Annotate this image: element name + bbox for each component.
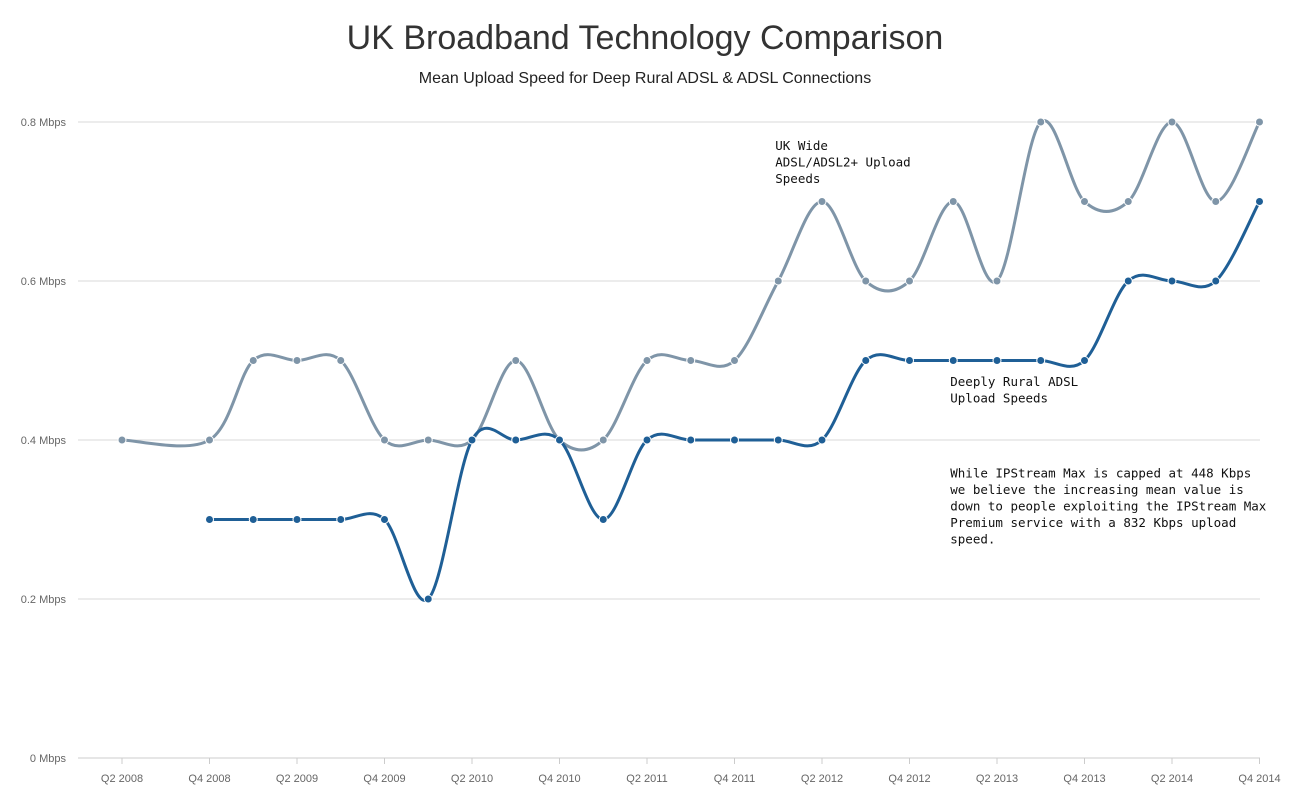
annotation-line: UK Wide — [775, 138, 828, 153]
y-tick-label: 0.6 Mbps — [21, 276, 67, 288]
data-point — [1255, 197, 1264, 206]
annotation-line: Deeply Rural ADSL — [950, 374, 1078, 389]
y-tick-label: 0.8 Mbps — [21, 117, 67, 129]
chart-title: UK Broadband Technology Comparison — [347, 19, 944, 57]
data-point — [598, 435, 608, 445]
data-point — [467, 435, 477, 445]
data-point — [948, 197, 958, 206]
data-point — [1036, 356, 1046, 365]
annotation-line: While IPStream Max is capped at 448 Kbps — [950, 465, 1251, 480]
data-point — [1080, 356, 1089, 365]
data-point — [1080, 197, 1089, 206]
series-line — [208, 200, 1261, 602]
data-point — [642, 435, 652, 445]
data-point — [773, 276, 783, 286]
annotation: Deeply Rural ADSL Upload Speeds — [950, 374, 1078, 406]
data-point — [686, 356, 696, 365]
series-line — [120, 119, 1261, 452]
x-tick-label: Q4 2010 — [538, 773, 580, 785]
data-point — [861, 276, 871, 286]
data-point — [423, 594, 433, 604]
annotation: UK Wide ADSL/ADSL2+ Upload Speeds — [775, 138, 910, 186]
data-point — [686, 435, 696, 445]
data-point — [511, 435, 521, 445]
annotation-line: speed. — [950, 531, 995, 546]
data-point — [948, 356, 958, 365]
data-point — [292, 356, 302, 365]
data-point — [905, 276, 914, 286]
series-2 — [205, 197, 1264, 604]
data-point — [1123, 276, 1133, 286]
gridlines — [78, 121, 1260, 759]
y-axis-ticks: 0 Mbps 0.2 Mbps 0.4 Mbps 0.6 Mbps 0.8 Mbps — [21, 117, 67, 765]
annotation-line: Upload Speeds — [950, 390, 1048, 405]
x-tick-label: Q4 2012 — [888, 773, 930, 785]
data-point — [992, 356, 1002, 365]
annotations: UK Wide ADSL/ADSL2+ Upload Speeds Deeply Ru… — [775, 138, 1267, 547]
annotation-line: Premium service with a 832 Kbps upload — [950, 515, 1236, 530]
data-point — [336, 515, 346, 524]
data-point — [1167, 276, 1177, 286]
data-point — [205, 435, 214, 445]
chart-subtitle: Mean Upload Speed for Deep Rural ADSL & … — [419, 70, 871, 87]
data-point — [861, 356, 871, 365]
data-point — [730, 356, 739, 365]
series-lines — [117, 117, 1264, 604]
data-point — [1255, 117, 1264, 127]
series-1 — [117, 117, 1264, 452]
x-tick-label: Q2 2010 — [451, 773, 493, 785]
data-point — [292, 515, 302, 524]
x-tick-label: Q2 2012 — [801, 773, 843, 785]
data-point — [905, 356, 914, 365]
data-point — [1036, 117, 1046, 127]
data-point — [248, 515, 258, 524]
x-tick-label: Q4 2008 — [188, 773, 230, 785]
data-point — [511, 356, 521, 365]
x-tick-label: Q4 2014 — [1238, 773, 1280, 785]
annotation-line: we believe the increasing mean value is — [950, 482, 1244, 497]
data-point — [117, 435, 127, 445]
x-tick-label: Q2 2011 — [626, 773, 667, 785]
data-point — [380, 515, 389, 524]
annotation-line: ADSL/ADSL2+ Upload — [775, 154, 910, 169]
data-point — [1167, 117, 1177, 127]
x-tick-label: Q4 2009 — [363, 773, 405, 785]
data-point — [730, 435, 739, 445]
data-point — [817, 435, 827, 445]
x-axis-ticks: Q2 2008 Q4 2008 Q2 2009 Q4 2009 Q2 2010 Q4 20… — [101, 758, 1281, 785]
x-tick-label: Q4 2013 — [1063, 773, 1105, 785]
data-point — [773, 435, 783, 445]
x-tick-label: Q2 2009 — [276, 773, 318, 785]
x-tick-label: Q4 2011 — [714, 773, 755, 785]
data-point — [1123, 197, 1133, 206]
annotation-line: down to people exploiting the IPStream M… — [950, 498, 1267, 513]
annotation: While IPStream Max is capped at 448 Kbps… — [950, 465, 1267, 546]
x-tick-label: Q2 2008 — [101, 773, 143, 785]
x-tick-label: Q2 2013 — [976, 773, 1018, 785]
data-point — [817, 197, 827, 206]
data-point — [423, 435, 433, 445]
data-point — [1211, 276, 1221, 286]
data-point — [642, 356, 652, 365]
data-point — [992, 276, 1002, 286]
data-point — [380, 435, 389, 445]
data-point — [598, 515, 608, 524]
data-point — [555, 435, 564, 445]
data-point — [205, 515, 214, 524]
data-point — [248, 356, 258, 365]
data-point — [1211, 197, 1221, 206]
y-tick-label: 0.2 Mbps — [21, 594, 67, 606]
y-tick-label: 0 Mbps — [30, 753, 67, 765]
x-tick-label: Q2 2014 — [1151, 773, 1193, 785]
y-tick-label: 0.4 Mbps — [21, 435, 67, 447]
annotation-line: Speeds — [775, 171, 820, 186]
data-point — [336, 356, 346, 365]
